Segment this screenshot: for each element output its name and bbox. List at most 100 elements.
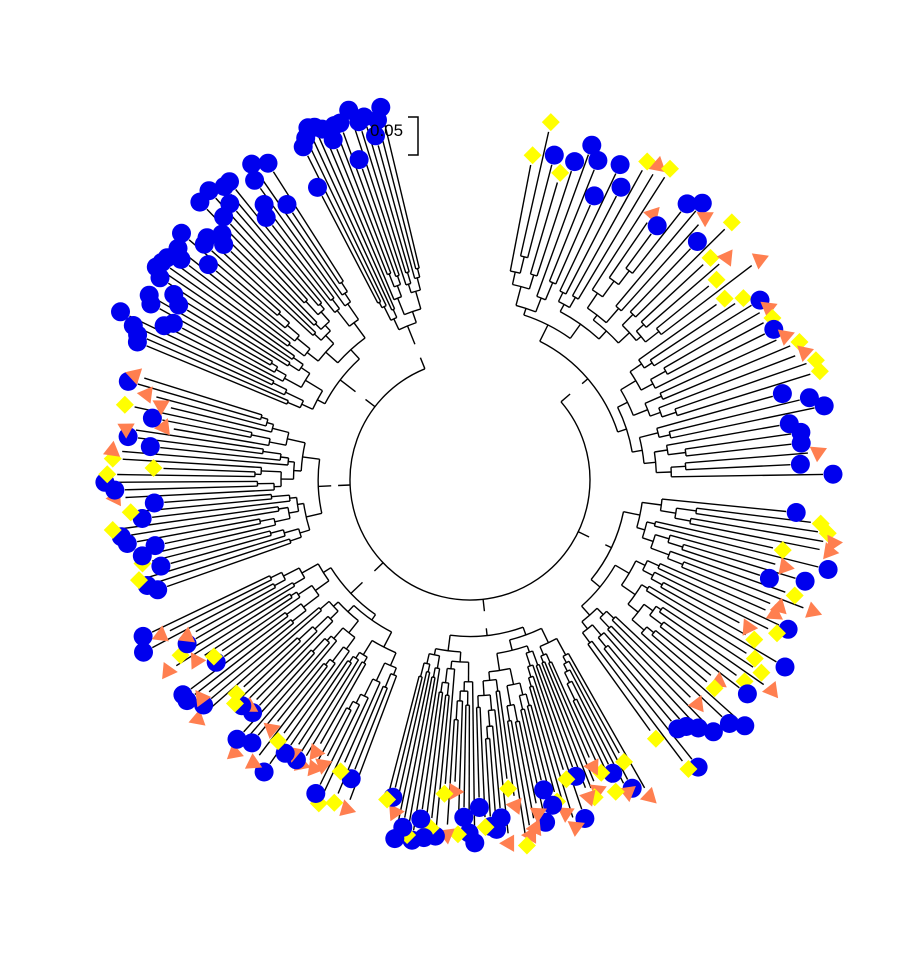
branch bbox=[670, 465, 686, 468]
orange-triangle-marker bbox=[583, 758, 599, 776]
branch bbox=[635, 228, 726, 318]
branch bbox=[683, 561, 804, 609]
yellow-diamond-marker bbox=[98, 465, 117, 484]
branch bbox=[228, 240, 315, 326]
branch bbox=[519, 256, 525, 274]
branch-arc bbox=[629, 371, 642, 391]
branch bbox=[555, 204, 591, 285]
branch bbox=[646, 521, 656, 525]
yellow-diamond-marker bbox=[523, 146, 542, 165]
branch bbox=[436, 655, 441, 669]
branch bbox=[411, 311, 417, 323]
branch bbox=[325, 335, 335, 345]
orange-triangle-marker bbox=[557, 807, 575, 823]
branch bbox=[614, 564, 630, 574]
branch bbox=[406, 272, 412, 284]
branch bbox=[562, 656, 568, 664]
yellow-diamond-marker bbox=[745, 630, 764, 649]
branch-arc bbox=[621, 324, 637, 341]
branch bbox=[663, 581, 740, 624]
branch bbox=[319, 663, 367, 744]
branch bbox=[394, 676, 423, 788]
branch bbox=[329, 610, 339, 620]
branch bbox=[591, 624, 602, 636]
branch bbox=[608, 222, 648, 279]
branch-arc bbox=[272, 583, 277, 588]
branch bbox=[289, 496, 297, 499]
branch bbox=[656, 395, 773, 429]
branch-arc bbox=[520, 708, 525, 711]
blue-circle-marker bbox=[212, 224, 232, 244]
branch bbox=[303, 594, 320, 608]
branch bbox=[526, 645, 531, 653]
branch bbox=[366, 126, 410, 272]
branch bbox=[382, 116, 420, 269]
branch-arc bbox=[298, 364, 304, 372]
branch-arc bbox=[627, 584, 643, 605]
branch-arc bbox=[317, 302, 323, 307]
blue-circle-marker bbox=[823, 464, 843, 484]
branch bbox=[347, 303, 360, 320]
branch-arc bbox=[298, 567, 306, 579]
branch bbox=[635, 560, 646, 567]
branch bbox=[660, 265, 753, 336]
branch bbox=[164, 272, 293, 360]
blue-circle-marker bbox=[814, 396, 834, 416]
branch-arc bbox=[344, 301, 351, 307]
branch bbox=[525, 693, 530, 706]
branch bbox=[590, 579, 601, 588]
branch bbox=[557, 292, 564, 302]
branch bbox=[556, 638, 567, 656]
blue-circle-marker bbox=[703, 722, 723, 742]
orange-triangle-marker bbox=[823, 542, 840, 560]
branch bbox=[355, 693, 362, 704]
branch bbox=[363, 656, 368, 664]
tree-tip-markers bbox=[95, 97, 843, 855]
branch bbox=[416, 277, 422, 291]
branch-arc bbox=[645, 585, 650, 591]
orange-triangle-marker bbox=[117, 423, 135, 439]
branch bbox=[658, 355, 796, 409]
branch bbox=[140, 498, 272, 512]
branch bbox=[337, 134, 392, 274]
blue-circle-marker bbox=[584, 186, 604, 206]
branch-arc bbox=[572, 698, 577, 702]
branch bbox=[685, 433, 792, 450]
branch-arc bbox=[291, 582, 296, 587]
branch bbox=[618, 270, 630, 286]
branch bbox=[181, 327, 284, 382]
branch bbox=[384, 673, 392, 688]
branch bbox=[146, 338, 289, 402]
branch bbox=[297, 502, 304, 506]
branch bbox=[659, 626, 740, 689]
branch bbox=[291, 212, 341, 285]
branch bbox=[350, 349, 360, 360]
blue-circle-marker bbox=[242, 154, 262, 174]
branch bbox=[525, 652, 531, 667]
branch bbox=[344, 292, 352, 303]
branch bbox=[305, 379, 323, 392]
branch bbox=[540, 628, 550, 644]
blue-circle-marker bbox=[611, 177, 631, 197]
branch bbox=[695, 512, 819, 533]
branch bbox=[259, 187, 346, 307]
branch bbox=[638, 303, 717, 361]
blue-circle-marker bbox=[144, 493, 164, 513]
branch-arc bbox=[404, 308, 421, 316]
branch bbox=[320, 311, 331, 322]
branch bbox=[674, 362, 807, 410]
yellow-diamond-marker bbox=[606, 782, 625, 801]
blue-circle-marker bbox=[245, 170, 265, 190]
branch-arc bbox=[506, 682, 521, 687]
branch bbox=[435, 695, 450, 827]
blue-circle-marker bbox=[677, 194, 697, 214]
blue-circle-marker bbox=[818, 560, 838, 579]
branch bbox=[351, 119, 407, 286]
branch bbox=[290, 660, 349, 746]
branch bbox=[629, 248, 692, 313]
orange-triangle-marker bbox=[263, 722, 281, 739]
orange-triangle-marker bbox=[226, 742, 244, 760]
branch bbox=[300, 367, 311, 374]
blue-circle-marker bbox=[197, 228, 217, 248]
branch bbox=[587, 643, 651, 732]
